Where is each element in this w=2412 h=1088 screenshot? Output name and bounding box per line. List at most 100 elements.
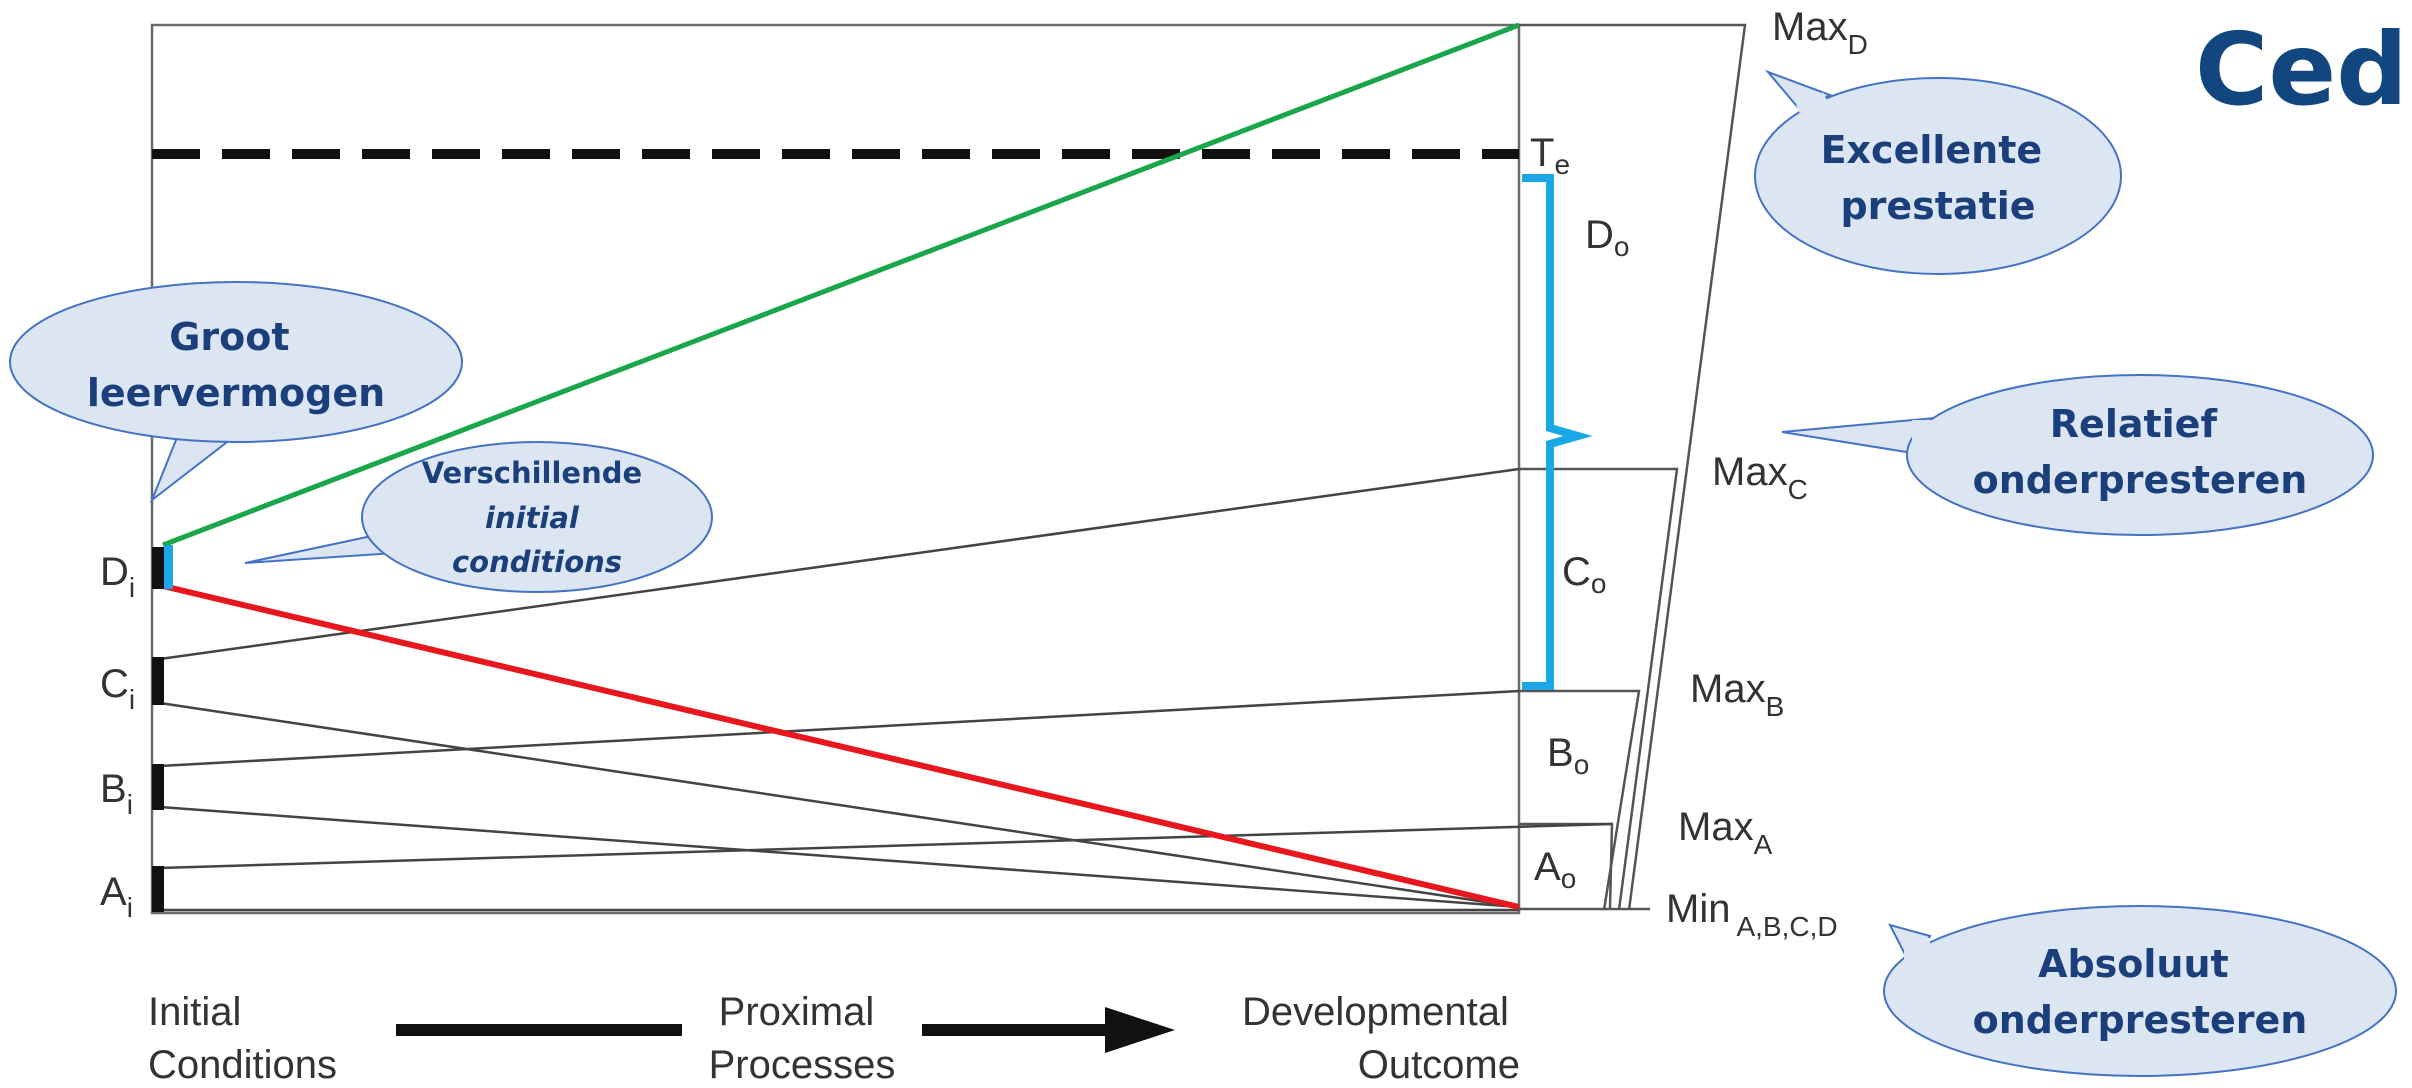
callout-absoluut-line1: Absoluut — [2038, 942, 2229, 986]
trajectory-a-up — [159, 822, 1613, 870]
label-min-sub: A,B,C,D — [1736, 911, 1837, 942]
label-min-main: Min — [1666, 887, 1730, 931]
callout-excellente-line1: Excellente — [1821, 128, 2043, 172]
callout-verschillende-initial-conditions: Verschillende initial conditions — [244, 441, 713, 593]
callout-verschillende-line1: Verschillende — [422, 456, 643, 490]
process-arrow — [396, 1007, 1175, 1053]
trajectory-lines — [159, 467, 1613, 912]
trajectory-b-down — [159, 805, 1520, 909]
label-te-main: T — [1530, 131, 1554, 175]
label-te: Te — [1530, 131, 1570, 180]
initial-conditions-line1: Initial — [148, 990, 241, 1034]
callout-absoluut-bubble — [1883, 905, 2397, 1077]
label-max-c: MaxC — [1712, 450, 1808, 505]
proximal-processes-label: Proximal Processes — [709, 990, 896, 1087]
label-b-initial-main: B — [100, 767, 127, 811]
label-b-initial-sub: i — [127, 789, 133, 820]
outcome-box-d — [1519, 23, 1747, 911]
callout-absoluut-tail-cover — [1904, 938, 1930, 964]
label-a-initial-main: A — [100, 870, 127, 914]
label-a-initial: Ai — [100, 870, 133, 923]
label-min: Min A,B,C,D — [1666, 887, 1838, 942]
callout-relatief-bubble — [1906, 374, 2374, 536]
callout-groot-text: Groot leervermogen — [87, 315, 385, 415]
label-max-d-sub: D — [1848, 29, 1868, 60]
callout-verschillende-bubble — [361, 441, 713, 593]
initial-bar-a — [152, 866, 164, 912]
callout-excellente-bubble — [1754, 77, 2122, 275]
label-c-initial-main: C — [100, 662, 129, 706]
callout-absoluut-text: Absoluut onderpresteren — [1973, 942, 2308, 1042]
callout-excellente-text: Excellente prestatie — [1821, 128, 2056, 228]
developmental-outcome-line2: Outcome — [1358, 1043, 1520, 1087]
initial-conditions-line2: Conditions — [148, 1043, 337, 1087]
developmental-outcome-label: Developmental Outcome — [1242, 990, 1520, 1087]
callout-groot-tail-cover — [185, 425, 235, 437]
proximal-processes-line1: Proximal — [719, 990, 875, 1034]
initial-bars — [152, 547, 164, 912]
outcome-box-c — [1519, 467, 1679, 911]
developmental-outcome-line1: Developmental — [1242, 990, 1509, 1034]
trajectory-c-down — [159, 701, 1520, 909]
label-do-main: D — [1585, 213, 1614, 257]
callout-relatief-tail-cover — [1912, 420, 1942, 453]
label-ao-main: A — [1534, 845, 1561, 889]
label-d-initial-main: D — [100, 550, 129, 594]
callout-absoluut-onderpresteren: Absoluut onderpresteren — [1883, 905, 2397, 1077]
label-b-initial: Bi — [100, 767, 133, 820]
red-trajectory-line — [162, 583, 1520, 910]
label-max-c-main: Max — [1712, 450, 1788, 494]
initial-bar-d-highlight — [164, 545, 173, 589]
label-d-initial-sub: i — [129, 572, 135, 603]
callout-excellente-tail-cover — [1796, 92, 1830, 120]
label-te-sub: e — [1554, 149, 1570, 180]
initial-bar-d — [152, 547, 164, 589]
initial-conditions-label: Initial Conditions — [148, 990, 337, 1087]
cedi-logo: Cedi — [2195, 11, 2412, 128]
initial-bar-c — [152, 657, 164, 705]
callout-groot-line2: leervermogen — [87, 371, 385, 415]
label-bo-sub: o — [1574, 749, 1590, 780]
label-max-a: MaxA — [1678, 805, 1773, 860]
label-max-b: MaxB — [1690, 667, 1784, 722]
label-do: Do — [1585, 213, 1629, 262]
callout-groot-line1: Groot — [169, 315, 289, 359]
label-do-sub: o — [1614, 231, 1630, 262]
label-co-main: C — [1562, 550, 1591, 594]
label-max-a-sub: A — [1754, 829, 1773, 860]
callout-relatief-line1: Relatief — [2050, 402, 2218, 446]
proximal-processes-line2: Processes — [709, 1043, 896, 1087]
callout-verschillende-text: Verschillende initial conditions — [422, 456, 653, 579]
callout-excellente-prestatie: Excellente prestatie — [1754, 69, 2122, 275]
label-max-b-main: Max — [1690, 667, 1766, 711]
label-c-initial: Ci — [100, 662, 135, 715]
label-max-d-main: Max — [1772, 5, 1848, 49]
label-c-initial-sub: i — [129, 684, 135, 715]
label-ao-sub: o — [1561, 863, 1577, 894]
green-trajectory-line — [162, 22, 1520, 548]
callout-relatief-onderpresteren: Relatief onderpresteren — [1781, 374, 2374, 536]
callout-verschillende-line3: conditions — [452, 545, 622, 579]
label-max-c-sub: C — [1788, 474, 1808, 505]
label-bo: Bo — [1547, 731, 1589, 780]
trajectory-b-up — [159, 689, 1520, 768]
callout-groot-bubble — [9, 281, 463, 443]
label-max-b-sub: B — [1766, 691, 1785, 722]
label-max-a-main: Max — [1678, 805, 1754, 849]
callout-verschillende-tail-cover — [395, 532, 415, 550]
initial-bar-b — [152, 764, 164, 810]
callout-relatief-text: Relatief onderpresteren — [1973, 402, 2308, 502]
callout-groot-leervermogen: Groot leervermogen — [9, 281, 463, 504]
label-d-initial: Di — [100, 550, 135, 603]
label-max-d: MaxD — [1772, 5, 1868, 60]
callout-relatief-line2: onderpresteren — [1973, 458, 2308, 502]
label-bo-main: B — [1547, 731, 1574, 775]
trajectory-c-up — [159, 467, 1520, 661]
callout-absoluut-line2: onderpresteren — [1973, 998, 2308, 1042]
label-ao: Ao — [1534, 845, 1576, 894]
outcome-box-b — [1519, 689, 1641, 911]
label-co: Co — [1562, 550, 1606, 599]
callout-excellente-line2: prestatie — [1840, 184, 2035, 228]
label-a-initial-sub: i — [127, 892, 133, 923]
